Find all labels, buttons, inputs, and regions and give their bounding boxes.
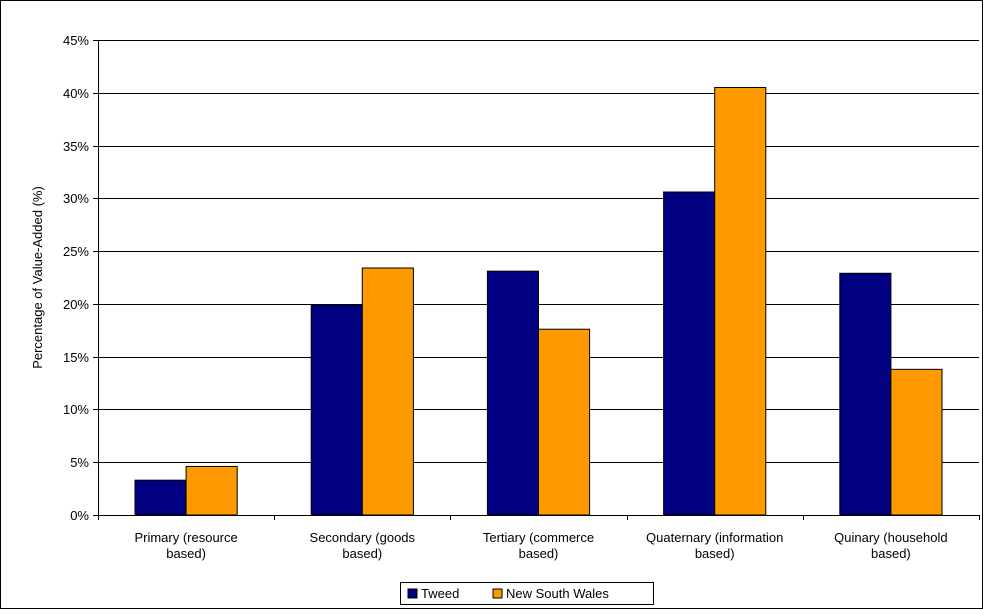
legend-swatch [492,588,503,599]
y-axis-title: Percentage of Value-Added (%) [30,186,45,369]
bar-tweed [663,191,716,516]
legend-swatch [407,588,418,599]
y-tick-label: 5% [70,455,89,470]
tick-labels: 0% 5% 10% 15% 20% 25% 30% 35% 40% 45% Primary (res… [63,33,948,561]
x-tick-label: Tertiary (commerce based) [483,530,594,561]
axes [93,40,980,520]
legend-label: New South Wales [506,586,609,601]
x-tick-label: Quaternary (information based) [646,530,783,561]
bar-tweed [839,272,892,516]
x-tick-label: Secondary (goods based) [310,530,416,561]
bar-tweed [310,304,363,516]
y-tick-label: 35% [63,139,89,154]
bar-new-south-wales [714,87,767,516]
bar-new-south-wales [538,328,591,516]
bars [134,87,943,516]
y-tick-label: 20% [63,297,89,312]
y-tick-label: 10% [63,402,89,417]
legend-label: Tweed [421,586,459,601]
bar-new-south-wales [185,465,238,516]
gridlines [98,40,979,463]
legend: Tweed New South Wales [400,582,654,605]
y-tick-label: 0% [70,508,89,523]
legend-box [400,582,654,605]
bar-tweed [486,270,540,516]
y-tick-label: 40% [63,86,89,101]
x-tick-label: Quinary (household based) [834,530,947,561]
x-tick-label: Primary (resource based) [134,530,237,561]
bar-new-south-wales [890,368,943,516]
y-tick-label: 25% [63,244,89,259]
bar-new-south-wales [361,267,414,516]
y-tick-label: 15% [63,350,89,365]
y-tick-label: 45% [63,33,89,48]
y-tick-label: 30% [63,191,89,206]
bar-tweed [134,479,187,516]
